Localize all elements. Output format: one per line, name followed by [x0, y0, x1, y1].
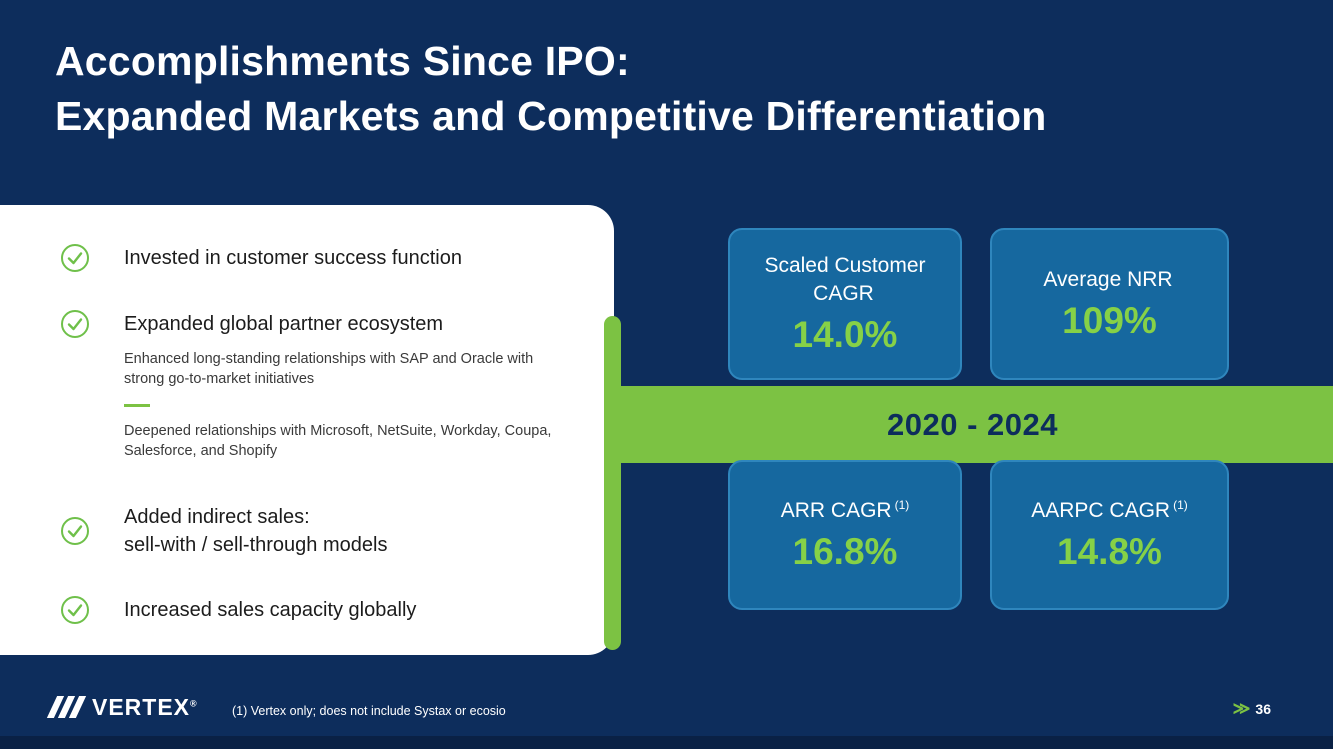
slide-title: Accomplishments Since IPO: Expanded Mark… [55, 34, 1047, 144]
checklist-item-3: Added indirect sales: sell-with / sell-t… [60, 503, 387, 559]
checklist-item-2: Expanded global partner ecosystem [60, 309, 443, 339]
period-label: 2020 - 2024 [887, 406, 1058, 442]
footnote-marker: (1) [1173, 497, 1188, 512]
vertex-logo: VERTEX® [46, 692, 198, 722]
metric-card-value: 16.8% [792, 531, 898, 573]
green-vertical-bar [604, 316, 621, 650]
checklist-item-3-line2: sell-with / sell-through models [124, 534, 388, 556]
brand-name: VERTEX® [92, 693, 198, 720]
checklist-item-label: Invested in customer success function [124, 246, 462, 269]
checklist-subtext-2: Deepened relationships with Microsoft, N… [124, 423, 552, 459]
double-chevron-icon: ≫ [1232, 699, 1251, 718]
check-icon [61, 517, 89, 545]
metric-card-value: 109% [1062, 300, 1157, 342]
period-band: 2020 - 2024 [612, 386, 1333, 463]
metric-card-arr-cagr: ARR CAGR (1) 16.8% [728, 460, 962, 610]
metric-card-aarpc-cagr: AARPC CAGR (1) 14.8% [990, 460, 1229, 610]
slide-title-line2: Expanded Markets and Competitive Differe… [55, 92, 1047, 139]
checklist-item-1: Invested in customer success function [60, 243, 462, 273]
slide-footnote: (1) Vertex only; does not include Systax… [232, 704, 506, 718]
checklist-item-label: Expanded global partner ecosystem [124, 312, 444, 335]
metric-card-average-nrr: Average NRR 109% [990, 228, 1229, 380]
check-icon [61, 310, 89, 338]
checklist-item-2-details: Enhanced long-standing relationships wit… [124, 349, 572, 461]
slide-title-line1: Accomplishments Since IPO: [55, 38, 630, 84]
metric-card-value: 14.0% [792, 313, 898, 355]
check-icon [61, 596, 89, 624]
green-divider [124, 404, 150, 407]
checklist-item-3-line1: Added indirect sales: [124, 506, 310, 528]
checklist-item-label: Increased sales capacity globally [124, 598, 417, 621]
registered-trademark: ® [190, 697, 198, 708]
metric-card-label: Average NRR [1043, 267, 1173, 291]
page-number: 36 [1255, 701, 1271, 717]
checklist-subtext-1: Enhanced long-standing relationships wit… [124, 351, 534, 387]
metric-card-label: AARPC CAGR (1) [1031, 497, 1188, 522]
check-icon [61, 244, 89, 272]
checklist-item-4: Increased sales capacity globally [60, 595, 416, 625]
bottom-accent-strip [0, 736, 1333, 749]
checklist-item-label: Added indirect sales: sell-with / sell-t… [124, 503, 387, 559]
metric-card-scaled-customer-cagr: Scaled Customer CAGR 14.0% [728, 228, 962, 380]
metric-card-label: ARR CAGR (1) [780, 497, 910, 522]
checklist-panel: Invested in customer success function Ex… [0, 205, 614, 655]
footnote-marker: (1) [894, 497, 910, 512]
page-indicator: ≫ 36 [1233, 699, 1271, 719]
metric-card-label: Scaled Customer CAGR [764, 254, 926, 305]
metric-card-value: 14.8% [1057, 531, 1162, 573]
